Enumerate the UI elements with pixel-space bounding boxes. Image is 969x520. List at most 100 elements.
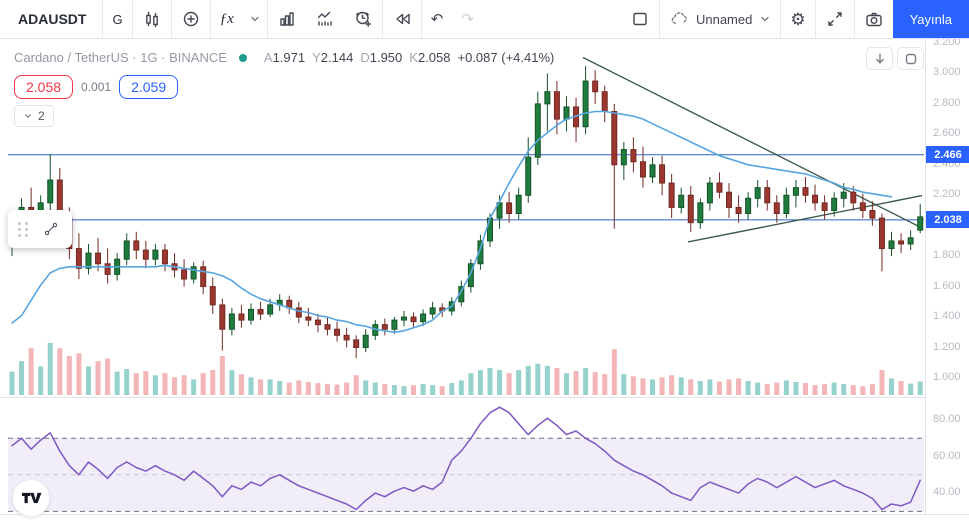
rsi-line [11, 406, 921, 511]
volume-bar [286, 382, 292, 395]
sell-price-button[interactable]: 2.058 [14, 75, 74, 99]
collapse-count: 2 [38, 109, 45, 123]
plus-circle-icon [183, 11, 198, 27]
replay-button[interactable] [383, 0, 421, 38]
volume-bar [439, 386, 445, 395]
volume-bar [745, 380, 751, 395]
volume-bar [372, 382, 378, 395]
candle-body [343, 334, 350, 341]
interval-button[interactable]: G [103, 0, 131, 38]
indicators-button[interactable]: ƒx [211, 0, 243, 38]
symbol-description[interactable]: Cardano / TetherUS · 1G · BINANCE [14, 50, 227, 65]
volume-bar [563, 373, 569, 395]
price-level-tag: 2.038 [926, 211, 969, 229]
candle-body [248, 308, 254, 321]
volume-bar [707, 379, 713, 395]
scale-down-button[interactable] [866, 47, 893, 70]
candle-body [773, 202, 780, 215]
maximize-icon [905, 53, 916, 64]
tradingview-logo[interactable] [12, 479, 50, 517]
collapse-legend-button[interactable]: 2 [14, 105, 54, 127]
candle-body [611, 111, 618, 166]
rsi-tick-label: 80.00 [933, 413, 961, 425]
indicator-templates-button[interactable] [243, 0, 267, 38]
arrow-down-icon [875, 53, 884, 63]
bar-columns-icon [280, 12, 294, 26]
volume-bar [57, 348, 63, 395]
redo-icon: ↷ [461, 10, 474, 28]
volume-bar [812, 385, 818, 395]
candle-body [295, 307, 302, 318]
candle-body [601, 91, 608, 113]
settings-button[interactable]: ⚙ [781, 0, 814, 38]
volume-bar [162, 373, 168, 395]
cloud-save-button[interactable]: Unnamed [660, 0, 780, 38]
chart-style-button[interactable] [133, 0, 171, 38]
volume-bar [219, 356, 225, 395]
candle-body [75, 248, 82, 269]
symbol-search-button[interactable]: ADAUSDT [0, 0, 102, 38]
price-tick-label: 3.200 [933, 38, 961, 48]
candle-body [123, 240, 130, 260]
chevron-down-icon [251, 16, 259, 22]
chevron-down-icon [761, 16, 770, 22]
financials-button[interactable] [268, 0, 306, 38]
volume-bar [688, 379, 694, 395]
candle-body [907, 237, 914, 245]
volume-bar [449, 383, 455, 395]
candle-body [687, 194, 694, 224]
volume-bar [544, 365, 550, 395]
drag-handle[interactable] [8, 221, 36, 237]
snapshot-button[interactable] [855, 0, 893, 38]
undo-icon: ↶ [430, 10, 444, 28]
volume-bar [726, 379, 732, 395]
volume-bar [621, 374, 627, 395]
candle-body [525, 156, 532, 196]
candle-body [515, 194, 522, 215]
publish-button[interactable]: Yayınla [892, 0, 969, 38]
alert-button[interactable] [344, 0, 382, 38]
layout-button[interactable] [621, 0, 659, 38]
candle-body [228, 313, 235, 330]
volume-bar [430, 385, 436, 395]
volume-bar [210, 370, 216, 395]
maximize-pane-button[interactable] [897, 47, 924, 70]
pane-separator[interactable] [0, 397, 969, 398]
fullscreen-button[interactable] [816, 0, 854, 38]
candle-body [314, 319, 321, 326]
volume-bar [497, 370, 503, 395]
volume-bar [611, 349, 617, 395]
volume-bar [238, 374, 244, 395]
volume-bar [200, 373, 206, 395]
candle-body [477, 240, 484, 265]
redo-button[interactable]: ↷ [452, 0, 483, 38]
ohlc-label: K [409, 50, 418, 65]
undo-button[interactable]: ↶ [422, 0, 453, 38]
toolbar-right: Unnamed ⚙ Yayınla [621, 0, 969, 38]
divider [131, 0, 133, 38]
status-dot[interactable] [238, 53, 247, 62]
candle-body [821, 202, 828, 211]
metrics-button[interactable] [306, 0, 344, 38]
buy-price-button[interactable]: 2.059 [119, 75, 179, 99]
pane-controls [866, 47, 924, 70]
volume-bar [47, 343, 53, 395]
candle-body [754, 187, 761, 199]
compare-button[interactable] [172, 0, 210, 38]
volume-bar [793, 382, 799, 395]
volume-bar [124, 369, 130, 395]
time-axis-strip[interactable] [0, 514, 969, 520]
volume-bar [841, 384, 847, 395]
candle-body [267, 304, 274, 315]
candle-body [420, 313, 427, 323]
ohlc-label: Y [312, 50, 321, 65]
volume-bar [277, 380, 283, 395]
ohlc-value: 1.971 [272, 50, 306, 65]
trend-line-tool-button[interactable] [36, 214, 66, 244]
price-tick-label: 2.600 [933, 127, 961, 140]
volume-bar [640, 378, 646, 395]
price-axis[interactable]: 3.2003.0002.8002.6002.4002.2002.0001.800… [925, 38, 969, 520]
candle-body [869, 209, 876, 219]
price-tick-label: 1.800 [933, 249, 961, 262]
